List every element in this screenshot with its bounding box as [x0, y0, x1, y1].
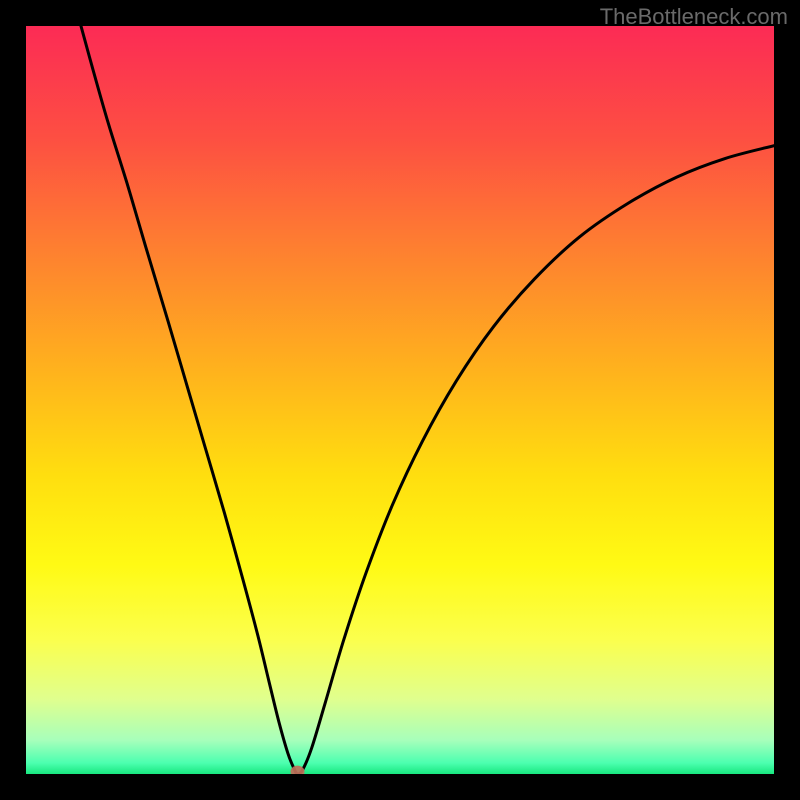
chart-svg — [26, 26, 774, 774]
plot-area — [26, 26, 774, 774]
gradient-background — [26, 26, 774, 774]
watermark-text: TheBottleneck.com — [600, 4, 788, 30]
